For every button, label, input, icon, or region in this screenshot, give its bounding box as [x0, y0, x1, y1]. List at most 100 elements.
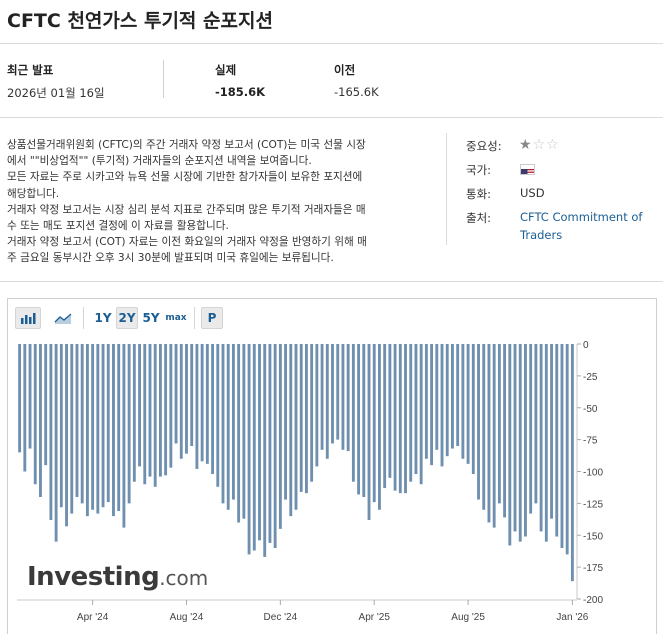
chart-bar	[211, 344, 214, 475]
chart-bar	[544, 344, 548, 542]
range-5y-button[interactable]: 5Y	[142, 311, 160, 325]
chart-bar	[39, 344, 42, 497]
chart-bar	[169, 344, 173, 468]
chart-bar	[351, 344, 355, 482]
chart-bar	[221, 344, 225, 504]
chart-bar	[419, 344, 423, 485]
chart-bar	[492, 344, 496, 528]
chart-bar	[65, 344, 68, 527]
chart-bar	[299, 344, 303, 492]
description-line: 거래자 약정 보고서는 시장 심리 분석 지표로 간주되며 많은 투기적 거래자…	[7, 203, 366, 216]
investing-logo: Investing.com	[27, 562, 208, 592]
country-label: 국가:	[466, 163, 492, 177]
range-1y-button[interactable]: 1Y	[94, 311, 112, 325]
chart-bar	[112, 344, 115, 517]
y-tick-label: -175	[583, 563, 603, 574]
chart-bar	[513, 344, 517, 532]
importance-stars: ★☆☆	[519, 137, 560, 153]
y-tick-label: -75	[583, 436, 598, 447]
description: 상품선물거래위원회 (CFTC)의 주간 거래자 약정 보고서 (COT)는 미…	[7, 137, 417, 267]
chart-bar	[226, 344, 230, 510]
chart-bar	[503, 344, 507, 518]
chart-bar	[190, 344, 194, 446]
chart-bar	[164, 344, 168, 476]
chart-bar	[560, 344, 564, 548]
y-tick-label: -25	[583, 372, 598, 383]
chart-bar	[388, 344, 392, 478]
chart-bar	[268, 344, 272, 543]
description-line: 해당합니다.	[7, 187, 60, 200]
y-tick-label: -100	[583, 468, 603, 479]
chart-bar	[205, 344, 209, 464]
stats-bottom-divider	[0, 117, 663, 118]
chart-bar	[294, 344, 298, 510]
chart-bar	[185, 344, 188, 454]
chart-bar	[148, 344, 152, 477]
chart-bar	[440, 344, 444, 467]
y-tick-label: -50	[583, 404, 598, 415]
chart-bar	[174, 344, 178, 444]
chart-bar	[216, 344, 220, 487]
chart-bar	[247, 344, 251, 555]
chart-bar	[477, 344, 480, 500]
range-max-button[interactable]: max	[165, 313, 187, 323]
y-tick-label: -200	[583, 595, 603, 606]
chart-bar	[315, 344, 319, 467]
range-2y-button[interactable]: 2Y	[116, 307, 138, 329]
toolbar-divider	[83, 307, 84, 329]
chart-bar	[456, 344, 460, 446]
description-line: 수 또는 매도 포지션 결정에 이 자료를 활용합니다.	[7, 220, 229, 233]
chart-bar	[195, 344, 199, 469]
logo-suffix: .com	[159, 566, 209, 590]
chart-bar	[508, 344, 512, 546]
chart-bar	[320, 344, 324, 450]
y-tick-label: 0	[583, 340, 589, 351]
chart-bar	[529, 344, 533, 514]
star-empty-icon: ☆	[546, 137, 560, 153]
description-line: 에서 ""비상업적"" (투기적) 거래자들의 순포지션 내역을 보여줍니다.	[7, 155, 312, 168]
chart-bar	[336, 344, 340, 440]
chart-bar	[393, 344, 397, 491]
chart-bar	[70, 344, 74, 514]
actual-label: 실제	[215, 63, 237, 77]
us-flag-icon	[520, 164, 535, 175]
chart-bar	[482, 344, 486, 510]
chart-bar	[258, 344, 261, 541]
previous-stat: 이전 -165.6K	[334, 62, 379, 99]
chart-panel	[7, 298, 657, 634]
chart-toolbar: 1Y 2Y 5Y max P	[15, 306, 223, 330]
chart-bar	[231, 344, 235, 500]
chart-bar	[237, 344, 241, 523]
chart-bar	[310, 344, 314, 482]
title-divider	[0, 43, 663, 44]
chart-bar	[284, 344, 288, 500]
chart-bar	[80, 344, 84, 504]
chart-bar	[398, 344, 402, 494]
area-chart-icon[interactable]	[49, 307, 77, 329]
chart-bar	[565, 344, 569, 555]
source-link-line[interactable]: CFTC Commitment of	[520, 210, 643, 224]
chart-bar	[461, 344, 465, 459]
print-button[interactable]: P	[201, 307, 223, 329]
chart-bar	[127, 344, 131, 504]
star-empty-icon: ☆	[532, 137, 547, 153]
bar-chart-icon[interactable]	[15, 307, 41, 329]
chart-bar	[466, 344, 470, 464]
chart-bar	[409, 344, 413, 482]
description-line: 모든 자료는 주로 시카고와 뉴욕 선물 시장에 기반한 참가자들이 보유한 포…	[7, 171, 363, 184]
chart-bar	[18, 344, 22, 453]
chart-bar	[404, 344, 407, 494]
importance-label: 중요성:	[466, 139, 502, 153]
chart-bar	[357, 344, 361, 495]
chart-bar	[33, 344, 37, 485]
source-label: 출처:	[466, 211, 492, 225]
previous-label: 이전	[334, 63, 356, 77]
chart-bar	[23, 344, 27, 472]
chart-bar	[471, 344, 475, 475]
chart-bar	[96, 344, 100, 514]
source-link-line[interactable]: Traders	[520, 228, 563, 242]
latest-release-label: 최근 발표	[7, 63, 54, 77]
source-link[interactable]: CFTC Commitment of Traders	[520, 208, 642, 244]
chart-bar	[49, 344, 53, 520]
